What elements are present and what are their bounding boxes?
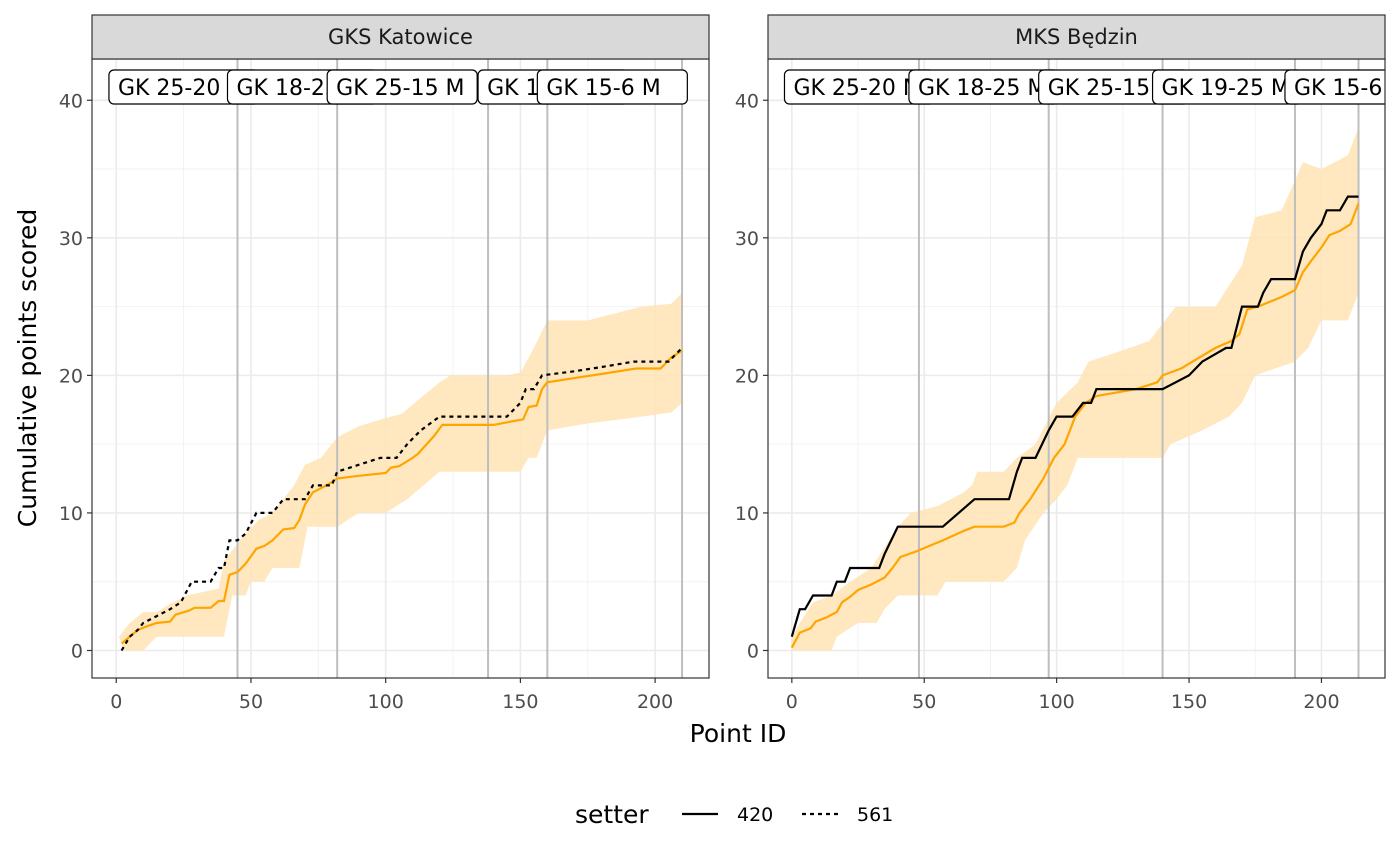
expected-line [790,203,1360,649]
y-tick-label: 0 [71,640,83,662]
facet-title: MKS Będzin [1015,25,1138,49]
panel-1: GK 25-20 MGK 18-25 M GK 25-15 GK 19-25 M GK… [735,14,1400,713]
set-label-box [326,69,478,105]
set-label-box [536,69,688,105]
set-label: GK 25-20 M [793,76,921,101]
x-tick-label: 150 [1171,691,1207,713]
y-tick-label: 10 [735,503,759,525]
y-tick-label: 30 [735,228,759,250]
x-tick-label: 200 [1303,691,1339,713]
set-label: GK 15-6 M [546,76,660,101]
y-axis-title: Cumulative points scored [13,209,42,527]
observed-line-setter-420 [790,195,1359,638]
facet-strip [91,14,710,60]
plot-area [790,59,1360,678]
x-tick-label: 0 [786,691,798,713]
set-label: GK 18-25 M [918,76,1046,101]
x-tick-label: 150 [502,691,538,713]
x-axis-title: Point ID [690,719,787,748]
x-tick-label: 100 [1039,691,1075,713]
y-tick-label: 10 [59,503,83,525]
set-label: GK 19-25 M [1162,76,1290,101]
set-label: GK 25-20 M [118,76,246,101]
legend-label-561: 561 [857,804,893,826]
y-tick-label: 40 [735,90,759,112]
expected-band [118,292,683,651]
facet-strip [767,14,1386,60]
expected-band [791,127,1359,651]
x-tick-label: 50 [239,691,263,713]
set-label-box [1284,69,1385,105]
set-label: GK 25-15 [1048,76,1150,101]
legend: setter 420 561 [575,800,893,829]
x-tick-label: 0 [110,691,122,713]
set-label: GK 25-15 M [336,76,464,101]
legend-title: setter [575,800,649,829]
set-labels: GK 25-20 MGK 18-25 M GK 25-15 GK 19-25 M GK… [783,69,1400,105]
x-tick-label: 50 [912,691,936,713]
y-tick-label: 30 [59,228,83,250]
y-tick-label: 0 [747,640,759,662]
observed-line-setter-561 [120,347,683,652]
set-label: GK 15-6 M [1294,76,1400,101]
plot-area [118,59,684,678]
facet-title: GKS Katowice [328,25,473,49]
y-tick-label: 40 [59,90,83,112]
x-tick-label: 200 [637,691,673,713]
y-tick-label: 20 [735,365,759,387]
set-labels: GK 25-20 MGK 18-25 MGK 25-15 MGK 19-25 M… [108,69,688,105]
panel-0: GK 25-20 MGK 18-25 MGK 25-15 MGK 19-25 M… [59,14,710,713]
legend-label-420: 420 [737,804,773,826]
x-tick-label: 100 [368,691,404,713]
y-tick-label: 20 [59,365,83,387]
